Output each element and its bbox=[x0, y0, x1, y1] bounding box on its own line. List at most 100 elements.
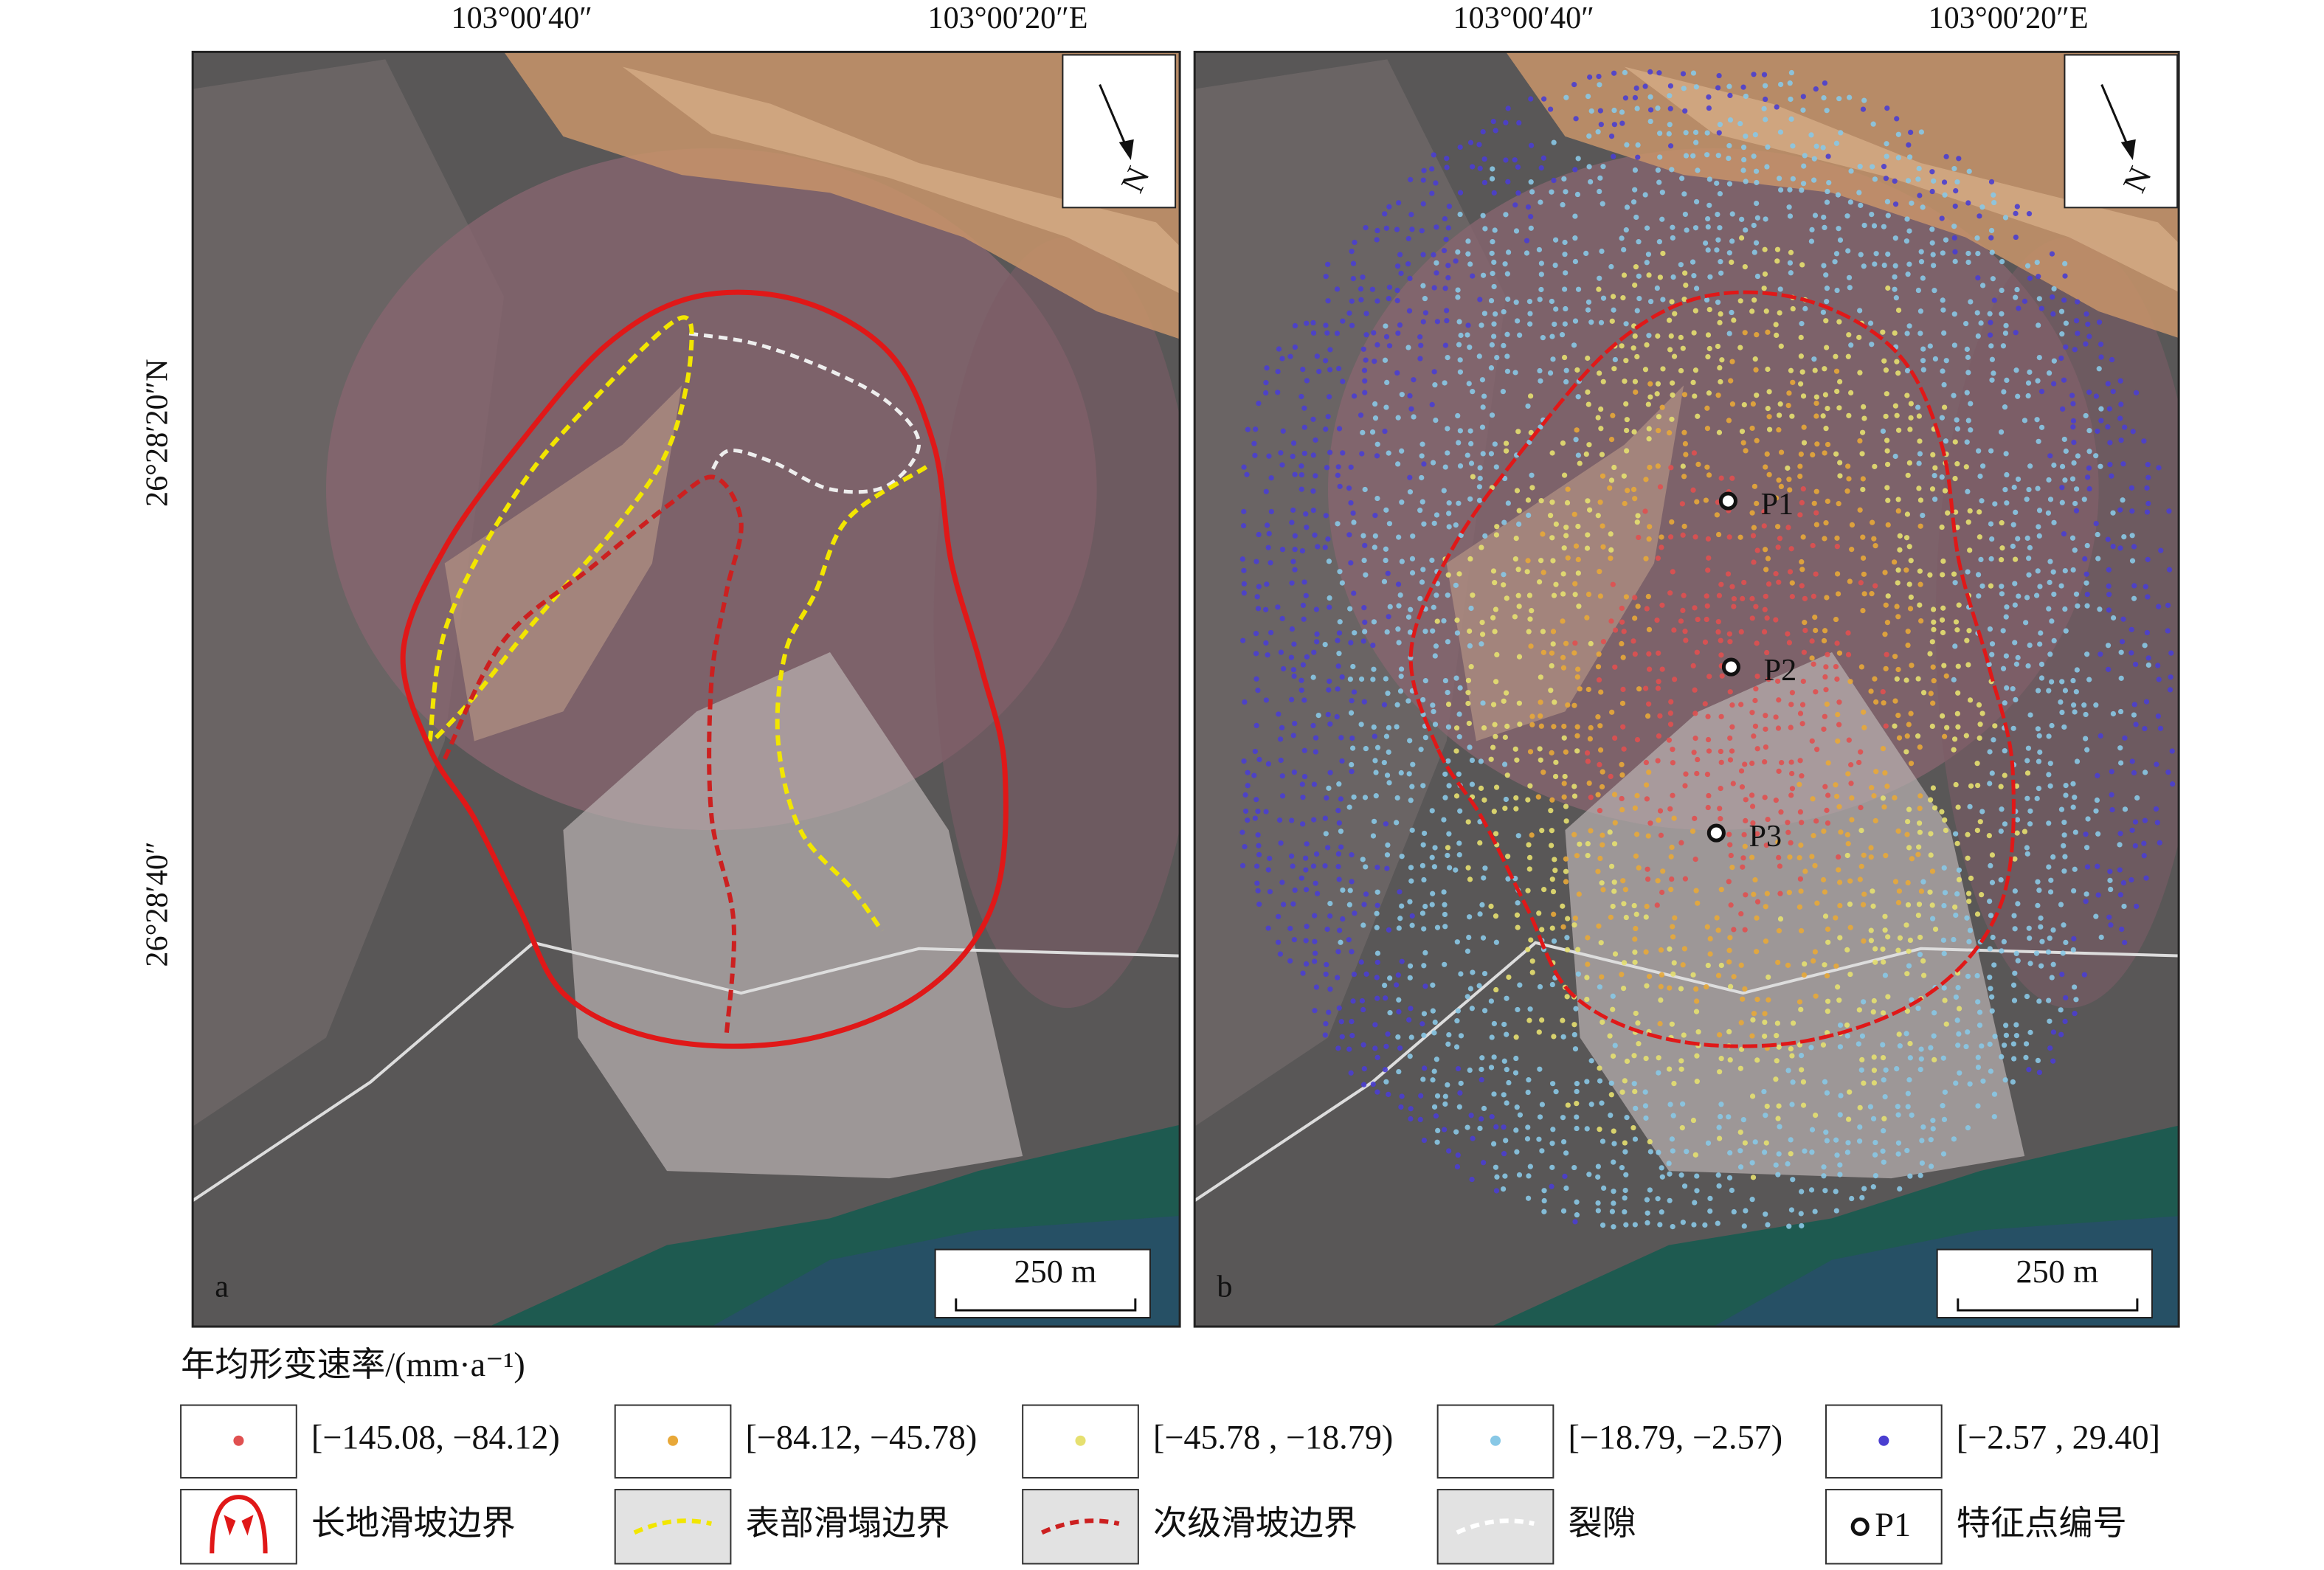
insar-point bbox=[2058, 902, 2064, 907]
insar-point bbox=[1956, 1006, 1962, 1011]
insar-point bbox=[1600, 1138, 1606, 1144]
feature-point-label: P3 bbox=[1749, 819, 1782, 854]
insar-point bbox=[1788, 367, 1794, 373]
insar-point bbox=[1682, 629, 1688, 634]
insar-point bbox=[1538, 165, 1544, 171]
insar-point bbox=[1932, 1057, 1937, 1063]
insar-point bbox=[2117, 745, 2123, 751]
insar-point bbox=[1632, 94, 1639, 101]
insar-point bbox=[1490, 271, 1495, 277]
insar-point bbox=[1549, 333, 1555, 339]
insar-point bbox=[1799, 1067, 1805, 1073]
insar-point bbox=[1836, 722, 1842, 727]
insar-point bbox=[1537, 367, 1543, 374]
insar-point bbox=[1324, 961, 1329, 968]
insar-point bbox=[1394, 226, 1400, 232]
insar-point bbox=[1706, 202, 1712, 208]
insar-point bbox=[1691, 1222, 1697, 1228]
insar-point bbox=[1643, 782, 1650, 788]
insar-point bbox=[1468, 605, 1474, 612]
insar-point bbox=[1834, 676, 1840, 682]
insar-point bbox=[1528, 937, 1534, 943]
insar-point bbox=[1727, 757, 1734, 763]
insar-point bbox=[1690, 259, 1696, 265]
insar-point bbox=[1909, 997, 1915, 1003]
insar-point bbox=[1431, 864, 1438, 870]
insar-point bbox=[1726, 1114, 1732, 1120]
insar-point bbox=[1597, 1078, 1603, 1084]
insar-point bbox=[1430, 628, 1436, 634]
insar-point bbox=[1797, 758, 1803, 764]
insar-point bbox=[1907, 1173, 1913, 1179]
insar-point bbox=[1598, 122, 1604, 128]
insar-point bbox=[2098, 651, 2103, 657]
insar-point bbox=[2015, 393, 2021, 399]
insar-point bbox=[2093, 702, 2099, 708]
insar-point bbox=[1670, 1113, 1676, 1118]
insar-point bbox=[2142, 770, 2148, 775]
insar-point bbox=[1824, 595, 1830, 601]
insar-point bbox=[1977, 1009, 1983, 1015]
insar-point bbox=[1690, 663, 1696, 669]
insar-point bbox=[1931, 1033, 1937, 1039]
insar-point bbox=[1255, 606, 1262, 612]
insar-point bbox=[1836, 96, 1842, 102]
insar-point bbox=[1939, 524, 1945, 530]
insar-point bbox=[1595, 1208, 1601, 1214]
insar-point bbox=[1398, 666, 1405, 672]
insar-point bbox=[1927, 651, 1933, 657]
insar-point bbox=[1752, 356, 1758, 362]
insar-point bbox=[1571, 922, 1577, 928]
insar-point bbox=[1932, 472, 1937, 479]
insar-point bbox=[2145, 662, 2151, 668]
insar-point bbox=[2154, 820, 2160, 826]
insar-point bbox=[2109, 473, 2114, 479]
insar-point bbox=[1726, 331, 1732, 336]
insar-point bbox=[2120, 880, 2127, 886]
insar-point bbox=[1608, 618, 1614, 624]
insar-point bbox=[2049, 618, 2055, 624]
insar-point bbox=[1600, 1222, 1606, 1228]
insar-point bbox=[1560, 654, 1566, 660]
insar-point bbox=[1383, 404, 1389, 410]
insar-point bbox=[2010, 543, 2016, 550]
insar-point bbox=[1906, 228, 1912, 234]
insar-point bbox=[1298, 875, 1304, 881]
insar-point bbox=[1335, 637, 1341, 643]
insar-point bbox=[1464, 994, 1470, 1000]
insar-point bbox=[1501, 1151, 1507, 1157]
insar-point bbox=[1457, 211, 1463, 218]
insar-point bbox=[1694, 1188, 1700, 1194]
insar-point bbox=[1848, 342, 1854, 348]
insar-point bbox=[2083, 831, 2089, 837]
legend-label: 特征点编号 bbox=[1957, 1504, 2127, 1542]
insar-point bbox=[1374, 298, 1380, 304]
insar-point bbox=[1524, 569, 1530, 575]
insar-point bbox=[1920, 1124, 1926, 1130]
insar-point bbox=[2118, 438, 2124, 443]
insar-point bbox=[1550, 888, 1557, 895]
insar-point bbox=[1479, 619, 1485, 626]
insar-point bbox=[1716, 72, 1722, 79]
road bbox=[193, 941, 1180, 1202]
insar-point bbox=[1740, 440, 1746, 446]
insar-point bbox=[1858, 749, 1864, 755]
insar-point bbox=[1502, 806, 1508, 812]
insar-point bbox=[1408, 1006, 1414, 1011]
insar-point bbox=[2083, 891, 2089, 897]
insar-point bbox=[1476, 484, 1483, 490]
insar-point bbox=[1595, 415, 1601, 421]
insar-point bbox=[1873, 769, 1879, 775]
insar-point bbox=[1327, 721, 1333, 727]
insar-point bbox=[1788, 116, 1794, 122]
insar-point bbox=[1442, 771, 1448, 777]
insar-point bbox=[1880, 946, 1886, 952]
insar-point bbox=[2110, 510, 2116, 516]
insar-point bbox=[1742, 843, 1748, 849]
insar-point bbox=[1383, 333, 1390, 340]
insar-point bbox=[1525, 1195, 1532, 1201]
insar-point bbox=[1442, 902, 1448, 907]
insar-point bbox=[1965, 418, 1971, 423]
insar-point bbox=[1802, 627, 1808, 634]
insar-point bbox=[1323, 358, 1329, 364]
